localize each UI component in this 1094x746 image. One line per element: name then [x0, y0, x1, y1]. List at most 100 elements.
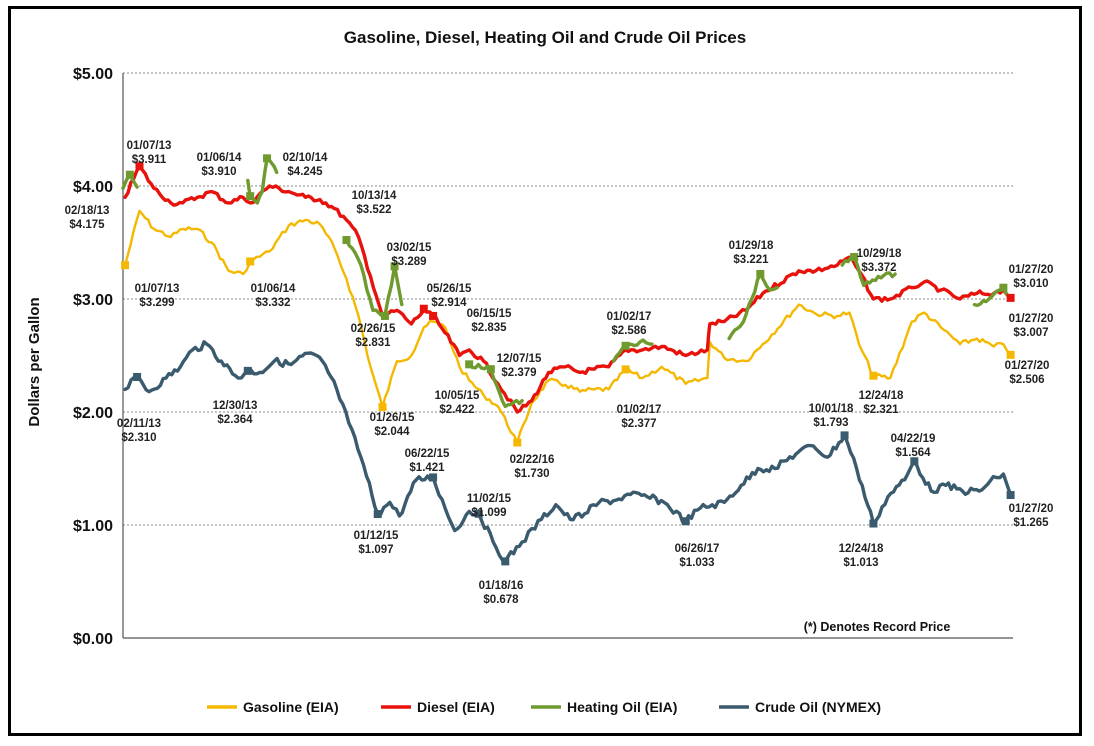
annotation-value: $1.265 [1013, 517, 1049, 529]
annotation-value: $3.910 [201, 166, 236, 178]
annotation-marker [621, 365, 630, 374]
annotation-date: 06/26/17 [675, 543, 720, 555]
annotation-date: 01/12/15 [354, 530, 399, 542]
annotation-value: $2.506 [1009, 374, 1044, 386]
series-line-heating-oil-eia [727, 272, 779, 341]
annotation-value: $2.377 [621, 418, 656, 430]
annotation-value: $2.379 [501, 367, 536, 379]
annotation-value: $1.564 [895, 447, 931, 459]
annotation-date: 12/24/18 [859, 390, 904, 402]
annotation-date: 10/05/15 [435, 390, 480, 402]
annotation-marker [243, 366, 252, 375]
annotation-marker [378, 403, 387, 412]
legend-label-diesel-eia: Diesel (EIA) [417, 699, 495, 715]
price-chart: Gasoline, Diesel, Heating Oil and Crude … [26, 28, 1054, 715]
annotation-date: 01/06/14 [197, 152, 242, 164]
annotation-date: 01/29/18 [729, 240, 774, 252]
annotation-date: 01/18/16 [479, 580, 524, 592]
annotation-marker [125, 170, 134, 179]
annotation-marker [133, 372, 142, 381]
annotation-value: $2.422 [439, 404, 474, 416]
annotation-marker [465, 360, 474, 369]
y-tick-label: $0.00 [73, 631, 113, 648]
annotation-marker [373, 510, 382, 519]
legend: Gasoline (EIA) Diesel (EIA) Heating Oil (E… [207, 699, 881, 715]
annotation-date: 01/06/14 [251, 283, 296, 295]
annotation-value: $3.911 [132, 154, 167, 166]
annotation-date: 04/22/19 [891, 433, 936, 445]
annotation-labels: 02/18/13 $4.175 01/07/13 $3.911 01/07/13 $3.2… [65, 140, 1054, 606]
annotation-marker [121, 261, 130, 270]
series-line-crude-oil-nymex [123, 340, 1013, 564]
annotation-date: 01/02/17 [617, 404, 662, 416]
annotation-marker [1006, 293, 1015, 302]
annotation-value: $4.175 [69, 219, 105, 231]
annotation-date: 01/07/13 [135, 283, 180, 295]
annotation-value: $2.321 [863, 404, 899, 416]
annotation-date: 01/27/20 [1009, 313, 1054, 325]
annotation-marker [246, 192, 255, 201]
annotation-marker [501, 557, 510, 566]
annotation-value: $2.835 [471, 322, 507, 334]
annotation-date: 06/15/15 [467, 308, 512, 320]
annotation-marker [681, 517, 690, 526]
y-tick-label: $5.00 [73, 66, 113, 83]
annotation-value: $1.421 [409, 462, 445, 474]
annotation-value: $2.044 [374, 426, 410, 438]
annotation-date: 12/24/18 [839, 543, 884, 555]
y-tick-label: $1.00 [73, 518, 113, 535]
annotation-date: 10/13/14 [352, 190, 397, 202]
series-line-heating-oil-eia [611, 338, 654, 363]
annotation-value: $3.010 [1013, 278, 1048, 290]
annotation-date: 12/30/13 [213, 400, 258, 412]
annotation-marker [135, 162, 144, 171]
annotation-date: 02/26/15 [351, 323, 396, 335]
annotation-value: $1.730 [514, 468, 549, 480]
annotation-value: $2.914 [431, 297, 467, 309]
legend-label-crude-oil-nymex: Crude Oil (NYMEX) [755, 699, 881, 715]
annotation-date: 05/26/15 [427, 283, 472, 295]
series-line-gasoline-eia [123, 209, 1012, 444]
annotation-value: $3.332 [255, 297, 290, 309]
annotation-value: $3.522 [356, 204, 391, 216]
annotation-value: $2.310 [121, 432, 156, 444]
annotation-date: 02/11/13 [117, 418, 161, 430]
annotation-value: $3.221 [733, 254, 769, 266]
series-line-heating-oil-eia [344, 238, 404, 318]
annotation-value: $1.013 [843, 557, 878, 569]
annotation-markers [121, 154, 1015, 566]
annotation-marker [342, 236, 351, 245]
annotation-marker [513, 438, 522, 447]
annotation-date: 02/18/13 [65, 205, 110, 217]
annotation-value: $1.099 [471, 507, 506, 519]
annotation-marker [246, 257, 255, 266]
annotation-marker [869, 519, 878, 528]
annotation-date: 03/02/15 [387, 242, 432, 254]
y-axis-ticks: $0.00 $1.00 $2.00 $3.00 $4.00 $5.00 [73, 66, 113, 648]
annotation-value: $2.364 [217, 414, 253, 426]
annotation-marker [1006, 350, 1015, 359]
series-line-heating-oil-eia [467, 362, 524, 409]
annotation-value: $3.372 [861, 262, 896, 274]
annotation-date: 10/29/18 [857, 248, 902, 260]
annotation-value: $1.793 [813, 417, 848, 429]
legend-label-gasoline-eia: Gasoline (EIA) [243, 699, 339, 715]
record-price-note: (*) Denotes Record Price [804, 620, 951, 634]
annotation-date: 11/02/15 [467, 493, 512, 505]
annotation-date: 10/01/18 [809, 403, 854, 415]
legend-label-heating-oil-eia: Heating Oil (EIA) [567, 699, 677, 715]
annotation-date: 12/07/15 [497, 353, 542, 365]
series-line-diesel-eia [123, 164, 1013, 414]
annotation-value: $0.678 [483, 594, 519, 606]
chart-frame: Gasoline, Diesel, Heating Oil and Crude … [8, 6, 1082, 736]
annotation-date: 01/27/20 [1009, 264, 1054, 276]
annotation-marker [621, 341, 630, 350]
y-tick-label: $2.00 [73, 405, 113, 422]
annotation-date: 01/26/15 [370, 412, 415, 424]
annotation-value: $2.831 [355, 337, 391, 349]
annotation-marker [910, 457, 919, 466]
annotation-marker [429, 311, 438, 320]
annotation-date: 01/27/20 [1009, 503, 1054, 515]
annotation-marker [419, 304, 428, 313]
annotation-value: $3.007 [1013, 327, 1048, 339]
